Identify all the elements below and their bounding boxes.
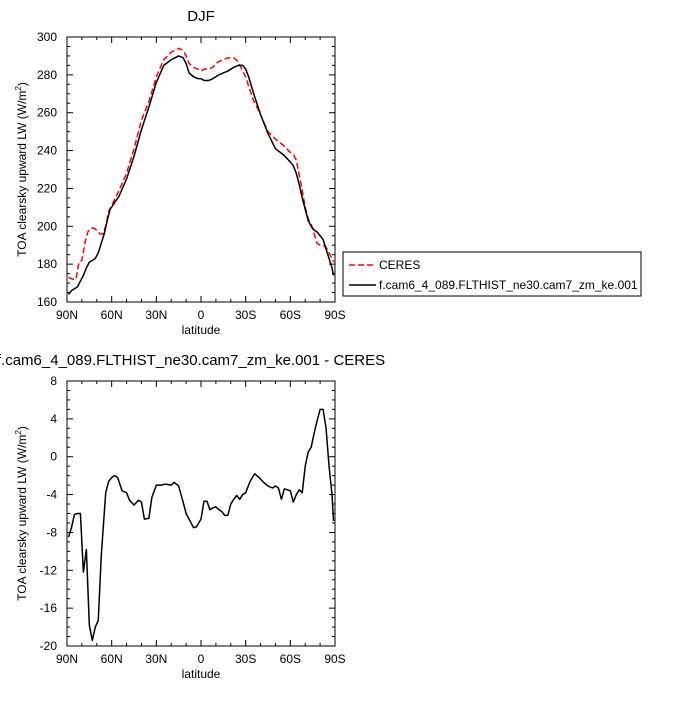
difference-line bbox=[67, 408, 335, 642]
legend-box bbox=[342, 251, 642, 297]
y-tick-label: -8 bbox=[46, 525, 57, 539]
x-tick-label: 30N bbox=[145, 308, 167, 322]
series-line-ceres bbox=[68, 47, 335, 281]
x-axis-title: latitude bbox=[182, 667, 221, 681]
y-tick-label: -16 bbox=[40, 601, 58, 615]
y-axis-title-text: TOA clearsky upward LW (W/m bbox=[15, 91, 29, 257]
plot-title: DJF bbox=[187, 8, 215, 25]
y-tick-label: -20 bbox=[40, 639, 58, 653]
x-tick-label: 30N bbox=[145, 652, 167, 666]
y-tick-label: 300 bbox=[37, 30, 57, 44]
y-tick-label: 4 bbox=[50, 412, 57, 426]
y-tick-label: -12 bbox=[40, 563, 58, 577]
y-axis-title-sup: 2 bbox=[14, 430, 23, 435]
x-tick-label: 90N bbox=[56, 308, 78, 322]
plot-frame bbox=[66, 380, 336, 647]
y-tick-label: 220 bbox=[37, 181, 57, 195]
y-axis-title-sup: 2 bbox=[14, 86, 23, 91]
legend-label-model: f.cam6_4_089.FLTHIST_ne30.cam7_zm_ke.001 bbox=[379, 278, 638, 292]
y-tick-label: 260 bbox=[37, 106, 57, 120]
y-tick-label: 160 bbox=[37, 295, 57, 309]
y-axis-title: TOA clearsky upward LW (W/m2) bbox=[14, 426, 29, 601]
x-tick-label: 60N bbox=[101, 652, 123, 666]
x-tick-label: 30S bbox=[235, 652, 256, 666]
x-tick-label: 60S bbox=[280, 308, 301, 322]
plot-1: DJF 90N 60N 30N 0 30S 60S 90S 160 180 200 220 240 260… bbox=[14, 8, 346, 337]
series-line-model bbox=[67, 55, 335, 295]
y-axis-title: TOA clearsky upward LW (W/m2) bbox=[14, 82, 29, 257]
x-tick-label: 90S bbox=[324, 652, 345, 666]
y-tick-label: 240 bbox=[37, 144, 57, 158]
y-tick-label: 280 bbox=[37, 68, 57, 82]
plot-2: f.cam6_4_089.FLTHIST_ne30.cam7_zm_ke.001… bbox=[0, 352, 385, 681]
y-tick-label: 8 bbox=[50, 374, 57, 388]
x-axis-title: latitude bbox=[182, 323, 221, 337]
y-axis-title-tail: ) bbox=[15, 426, 29, 430]
y-axis-title-tail: ) bbox=[15, 82, 29, 86]
y-tick-label: -4 bbox=[46, 488, 57, 502]
x-tick-label: 90S bbox=[324, 308, 345, 322]
legend: CERES f.cam6_4_089.FLTHIST_ne30.cam7_zm_k… bbox=[342, 251, 642, 297]
x-tick-label: 90N bbox=[56, 652, 78, 666]
x-tick-label: 60N bbox=[101, 308, 123, 322]
x-tick-label: 0 bbox=[198, 652, 205, 666]
plot-title: f.cam6_4_089.FLTHIST_ne30.cam7_zm_ke.001… bbox=[0, 352, 385, 369]
legend-label-ceres: CERES bbox=[379, 258, 420, 272]
y-tick-label: 180 bbox=[37, 257, 57, 271]
y-tick-label: 0 bbox=[50, 450, 57, 464]
x-tick-label: 30S bbox=[235, 308, 256, 322]
x-tick-label: 0 bbox=[198, 308, 205, 322]
x-tick-label: 60S bbox=[280, 652, 301, 666]
y-tick-label: 200 bbox=[37, 219, 57, 233]
y-axis-title-text: TOA clearsky upward LW (W/m bbox=[15, 435, 29, 601]
